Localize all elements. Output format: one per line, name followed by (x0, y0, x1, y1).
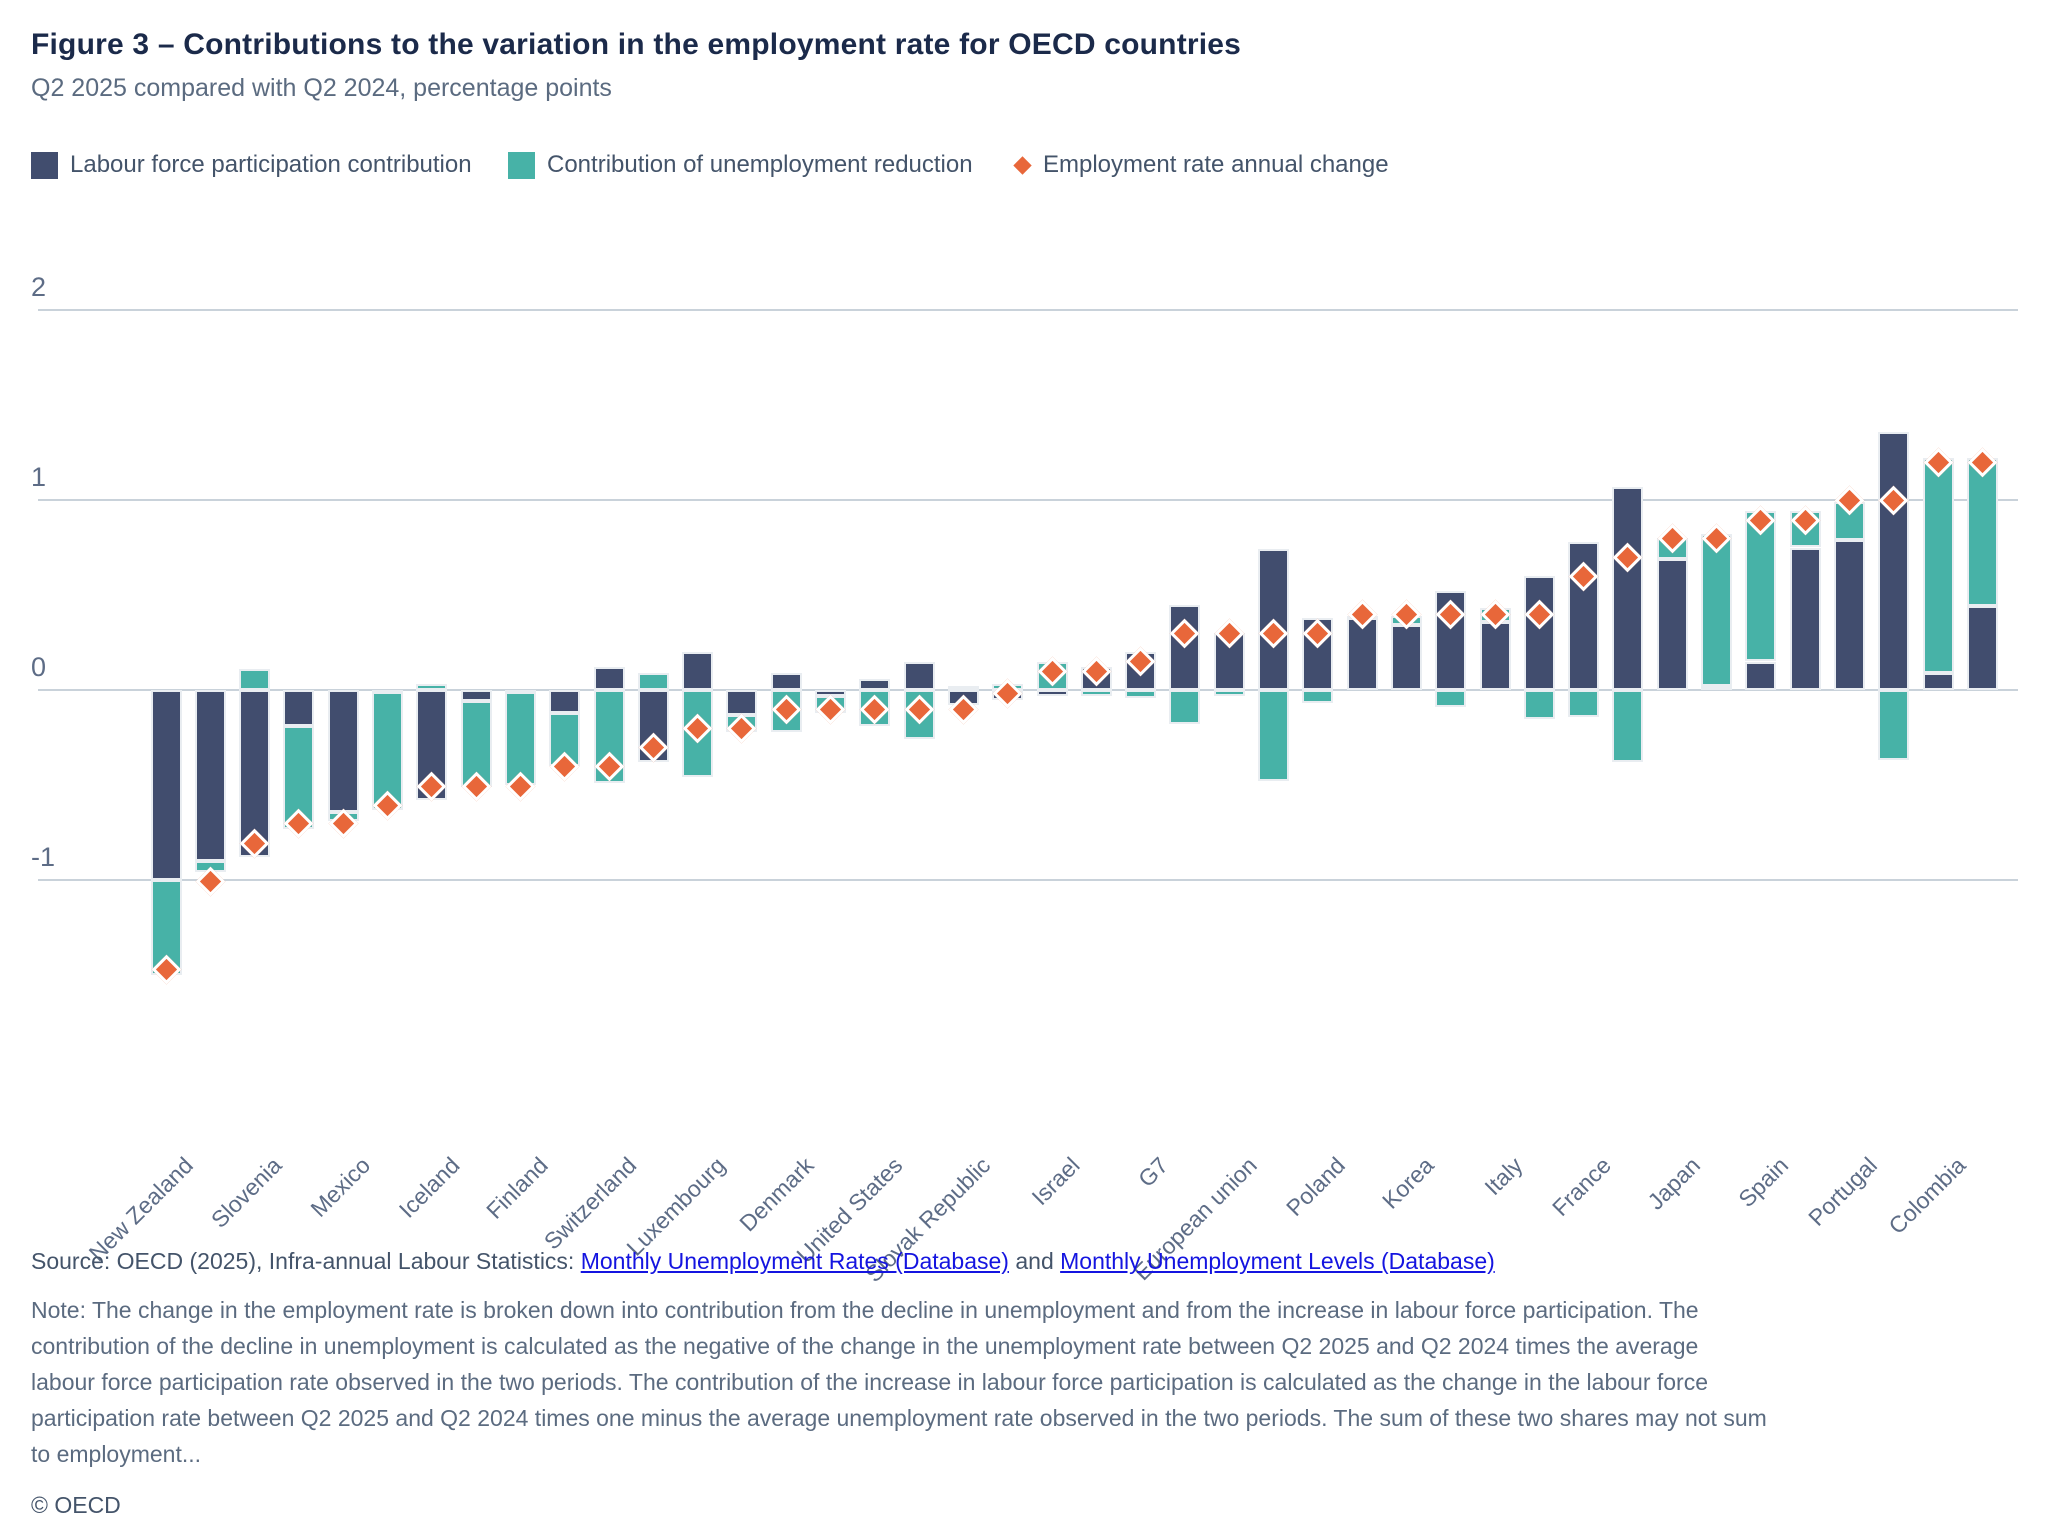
unemployment-segment (1302, 690, 1334, 704)
lfp-segment (1523, 576, 1555, 690)
unemployment-segment (1568, 690, 1600, 717)
legend-label-marker: Employment rate annual change (1043, 151, 1389, 178)
legend: Labour force participation contribution … (0, 148, 2048, 182)
legend-item-unemployment: Contribution of unemployment reduction (508, 148, 973, 182)
legend-item-marker: Employment rate annual change (1012, 148, 1389, 182)
unemployment-segment (1435, 690, 1467, 708)
lfp-segment (327, 690, 359, 812)
unemployment-segment (1878, 690, 1910, 761)
unemployment-segment (1213, 690, 1245, 696)
lfp-segment (1435, 591, 1467, 690)
lfp-segment (283, 690, 315, 727)
x-axis-label: Portugal (1802, 1152, 1882, 1231)
copyright: © OECD (31, 1492, 121, 1518)
unemployment-segment (1922, 458, 1954, 673)
lfp-segment (1036, 690, 1068, 696)
lfp-segment (1656, 558, 1688, 690)
note-line: contribution of the decline in unemploym… (31, 1333, 1699, 1359)
note-line: to employment... (31, 1441, 202, 1467)
lfp-segment (460, 690, 492, 702)
lfp-segment (1701, 686, 1732, 691)
source-text: Source: OECD (2025), Infra-annual Labour… (31, 1248, 575, 1274)
legend-label-unemployment: Contribution of unemployment reduction (547, 151, 973, 178)
unemployment-segment (1966, 458, 1998, 607)
x-axis-label: Spain (1733, 1152, 1794, 1212)
gridline (38, 309, 2018, 311)
legend-label-lfp: Labour force participation contribution (70, 151, 472, 178)
lfp-segment (593, 667, 625, 690)
unemployment-segment (637, 672, 669, 690)
source-link-levels[interactable]: Monthly Unemployment Levels (Database) (1060, 1248, 1495, 1274)
lfp-segment (194, 690, 226, 861)
x-axis-label: Iceland (393, 1152, 465, 1223)
lfp-segment (1922, 672, 1954, 690)
x-axis-label: France (1546, 1152, 1616, 1222)
x-axis-label: Colombia (1883, 1152, 1971, 1240)
x-axis-label: Korea (1377, 1152, 1439, 1214)
unemployment-segment (504, 691, 536, 785)
x-axis-label: Slovenia (206, 1152, 287, 1233)
lfp-segment (1833, 539, 1865, 690)
unemployment-segment (1169, 690, 1201, 725)
x-axis-label: Finland (481, 1152, 553, 1224)
y-tick-label: 2 (31, 272, 47, 302)
unemployment-segment (1612, 690, 1644, 763)
x-axis-label: G7 (1132, 1152, 1173, 1193)
unemployment-segment (1523, 690, 1555, 719)
lfp-swatch-icon (31, 151, 58, 179)
lfp-segment (1966, 606, 1998, 690)
unemployment-segment (1745, 511, 1777, 662)
unemployment-segment (239, 669, 271, 690)
lfp-segment (1878, 431, 1910, 690)
unemployment-segment (1701, 534, 1732, 687)
unemployment-segment (947, 686, 979, 691)
lfp-segment (1479, 621, 1511, 690)
legend-item-lfp: Labour force participation contribution (31, 148, 472, 182)
unemployment-segment (416, 684, 448, 690)
source-line: Source: OECD (2025), Infra-annual Labour… (31, 1248, 1495, 1275)
unemployment-segment (1080, 690, 1112, 696)
page-subtitle: Q2 2025 compared with Q2 2024, percentag… (31, 74, 612, 102)
lfp-segment (239, 690, 271, 858)
lfp-segment (1789, 547, 1821, 690)
unemployment-segment (1125, 690, 1157, 698)
gridline (38, 499, 2018, 501)
gridline (38, 879, 2018, 881)
lfp-segment (903, 661, 935, 690)
lfp-segment (726, 690, 758, 715)
unemployment-swatch-icon (508, 151, 535, 179)
page-title: Figure 3 – Contributions to the variatio… (31, 28, 1242, 61)
x-axis-label: Denmark (734, 1152, 819, 1237)
lfp-segment (1346, 617, 1378, 690)
note-line: Note: The change in the employment rate … (31, 1297, 1699, 1323)
lfp-segment (1390, 625, 1422, 690)
lfp-segment (1612, 486, 1644, 690)
note-text: Note: The change in the employment rate … (31, 1292, 1767, 1472)
y-tick-label: 0 (31, 652, 47, 682)
lfp-segment (1568, 541, 1600, 690)
unemployment-segment (372, 691, 403, 810)
gridline (38, 689, 2018, 691)
lfp-segment (150, 690, 182, 880)
lfp-segment (549, 690, 581, 713)
note-line: participation rate between Q2 2025 and Q… (31, 1405, 1767, 1431)
x-axis-label: Mexico (305, 1152, 376, 1222)
lfp-segment (770, 672, 802, 690)
note-line: labour force participation rate observed… (31, 1369, 1709, 1395)
y-tick-label: 1 (31, 462, 47, 492)
x-axis-label: Poland (1281, 1152, 1351, 1222)
lfp-segment (859, 678, 891, 690)
x-axis-label: Japan (1641, 1152, 1705, 1215)
lfp-segment (682, 652, 714, 690)
diamond-icon (1013, 155, 1032, 175)
y-tick-label: -1 (31, 842, 56, 872)
unemployment-segment (1258, 690, 1289, 782)
source-and: and (1015, 1248, 1054, 1274)
source-link-rates[interactable]: Monthly Unemployment Rates (Database) (580, 1248, 1009, 1274)
x-axis-label: Israel (1026, 1152, 1085, 1211)
lfp-segment (1745, 661, 1777, 690)
x-axis-label: Italy (1479, 1152, 1528, 1201)
